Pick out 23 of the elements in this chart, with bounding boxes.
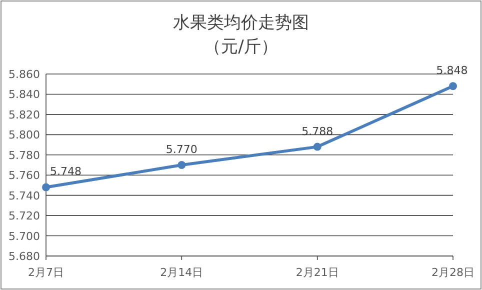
y-tick-label: 5.800	[8, 128, 40, 142]
data-label: 5.770	[166, 143, 198, 156]
y-tick-label: 5.760	[8, 169, 40, 182]
point	[313, 142, 322, 151]
y-tick-label: 5.860	[8, 68, 40, 81]
data-label: 5.848	[436, 64, 468, 78]
y-tick-label: 5.820	[8, 108, 40, 122]
chart-subtitle: （元/斤）	[204, 37, 278, 57]
point	[42, 183, 50, 192]
point	[178, 161, 186, 169]
x-tick-label: 2月7日	[28, 266, 64, 279]
point	[449, 82, 457, 90]
y-tick-label: 5.780	[8, 148, 40, 162]
data-label: 5.748	[50, 165, 82, 178]
y-tick-label: 5.840	[8, 88, 40, 102]
y-tick-label: 5.680	[8, 250, 40, 263]
y-tick-label: 5.740	[8, 189, 40, 202]
x-tick-label: 2月14日	[160, 266, 204, 279]
x-tick-label: 2月21日	[296, 266, 339, 279]
y-tick-label: 5.720	[8, 210, 40, 223]
x-tick-label: 2月28日	[432, 266, 474, 279]
chart-title: 水果类均价走势图	[173, 13, 309, 33]
y-tick-label: 5.700	[8, 230, 40, 243]
